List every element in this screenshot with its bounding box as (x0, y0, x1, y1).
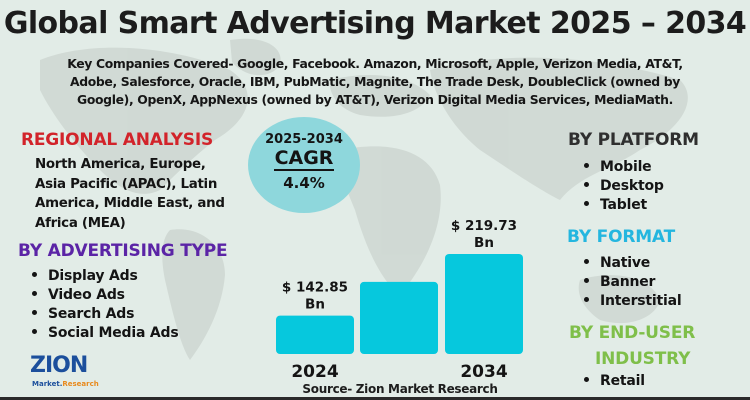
list-item: Tablet (584, 196, 664, 215)
cagr-badge: 2025-2034 CAGR 4.4% (248, 117, 360, 213)
bullet-icon (584, 181, 589, 187)
platform-list: Mobile Desktop Tablet (584, 158, 664, 215)
data-label: Bn (305, 297, 325, 313)
zion-logo: ZION Market.Research (30, 353, 99, 393)
list-item: Video Ads (32, 286, 178, 305)
regional-analysis-heading: REGIONAL ANALYSIS (21, 130, 214, 150)
data-label: $ 219.73 (451, 218, 517, 234)
regional-analysis-text: North America, Europe, Asia Pacific (APA… (35, 157, 225, 231)
cagr-period: 2025-2034 (265, 132, 343, 147)
map-greenland (230, 38, 281, 76)
bullet-icon (32, 309, 37, 315)
bullet-icon (584, 376, 589, 382)
advertising-type-list: Display Ads Video Ads Search Ads Social … (32, 267, 179, 343)
bar-mid (360, 281, 438, 354)
cagr-label: CAGR (273, 147, 335, 171)
data-label: $ 142.85 (282, 280, 348, 296)
bullet-icon (32, 271, 37, 277)
key-companies-text: Key Companies Covered- Google, Facebook.… (67, 56, 683, 107)
end-user-industry-heading: BY END-USER INDUSTRY (569, 323, 696, 369)
page-title: Global Smart Advertising Market 2025 – 2… (3, 6, 747, 41)
end-user-industry-list: Retail (584, 372, 645, 391)
advertising-type-heading: BY ADVERTISING TYPE (18, 241, 228, 261)
bullet-icon (584, 162, 589, 168)
logo-subtitle: Market.Research (32, 380, 99, 388)
list-item: Social Media Ads (32, 324, 179, 343)
list-item: Retail (584, 372, 645, 391)
bar-2034 (445, 254, 523, 354)
bullet-icon (584, 258, 589, 264)
list-item: Interstitial (584, 292, 682, 311)
source-text: Source- Zion Market Research (302, 382, 498, 396)
bullet-icon (584, 277, 589, 283)
logo-wordmark: ZION (30, 353, 88, 378)
list-item: Banner (584, 273, 681, 292)
format-list: Native Banner Interstitial (584, 254, 682, 311)
bullet-icon (32, 328, 37, 334)
bar-2024 (276, 315, 354, 354)
cagr-value: 4.4% (283, 174, 325, 192)
map-australia (578, 275, 660, 324)
bullet-icon (584, 296, 589, 302)
data-label: Bn (474, 235, 494, 251)
map-africa (338, 146, 441, 295)
map-south-america (162, 229, 225, 360)
frame-border (0, 397, 750, 400)
x-tick-label: 2034 (460, 362, 507, 382)
list-item: Mobile (584, 158, 664, 177)
map-asia (430, 57, 688, 200)
format-heading: BY FORMAT (567, 227, 675, 247)
map-europe (329, 75, 430, 117)
map-north-america (40, 47, 248, 194)
list-item: Display Ads (32, 267, 178, 286)
list-item: Native (584, 254, 681, 273)
list-item: Desktop (584, 177, 664, 196)
bullet-icon (32, 290, 37, 296)
bullet-icon (584, 200, 589, 206)
platform-heading: BY PLATFORM (568, 130, 699, 150)
x-tick-label: 2024 (291, 362, 338, 382)
list-item: Search Ads (32, 305, 178, 324)
